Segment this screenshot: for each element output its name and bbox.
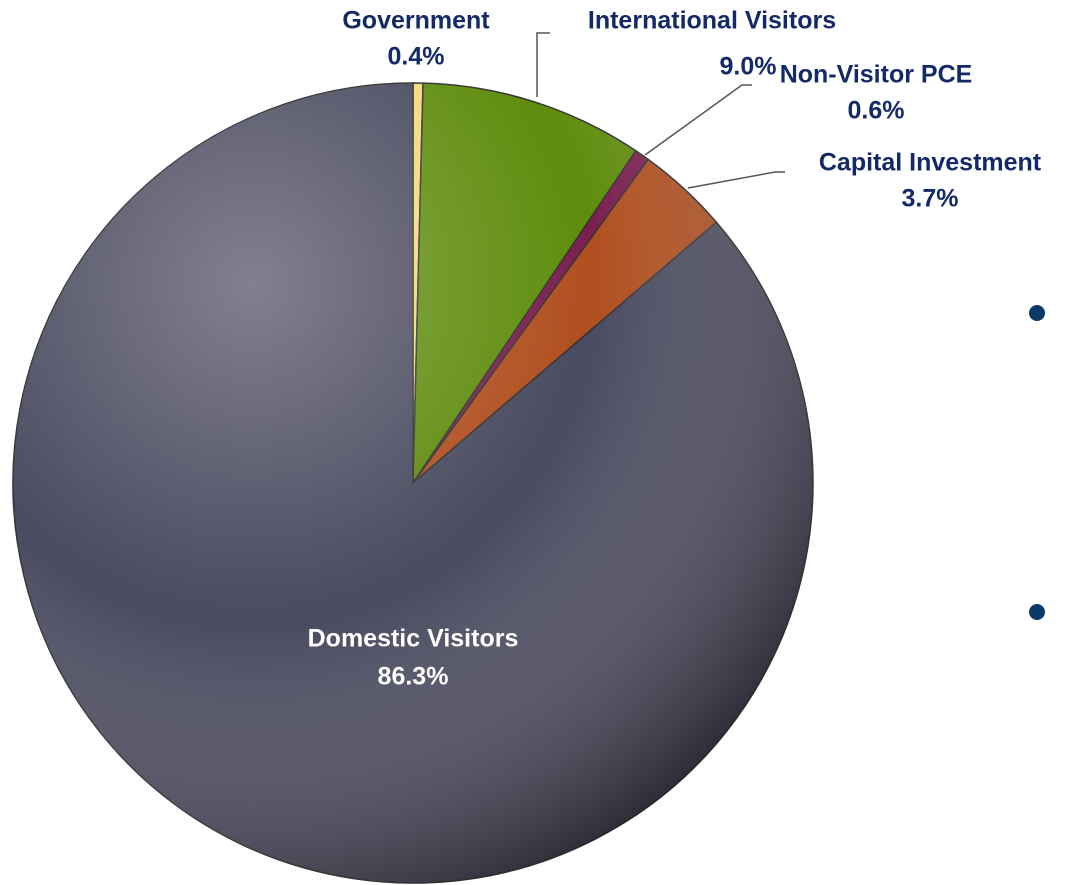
slice-label: Capital Investment: [819, 149, 1042, 177]
pie: [12, 82, 814, 884]
labels: Government 0.4% International Visitors 9.0%…: [308, 7, 1042, 691]
leader-line: [687, 171, 785, 189]
slice-label: Non-Visitor PCE: [780, 61, 973, 89]
leader-line: [644, 84, 752, 156]
value-label: 9.0%: [720, 53, 777, 81]
bullet: [1029, 604, 1045, 620]
value-label: 0.4%: [388, 43, 445, 71]
leader-line: [536, 32, 550, 97]
slice-label: Domestic Visitors: [308, 625, 519, 653]
value-label: 3.7%: [902, 185, 959, 213]
value-label: 86.3%: [378, 663, 449, 691]
bullet: [1029, 305, 1045, 321]
value-label: 0.6%: [848, 97, 905, 125]
slice-label: International Visitors: [588, 7, 836, 35]
slice-label: Government: [342, 7, 490, 35]
